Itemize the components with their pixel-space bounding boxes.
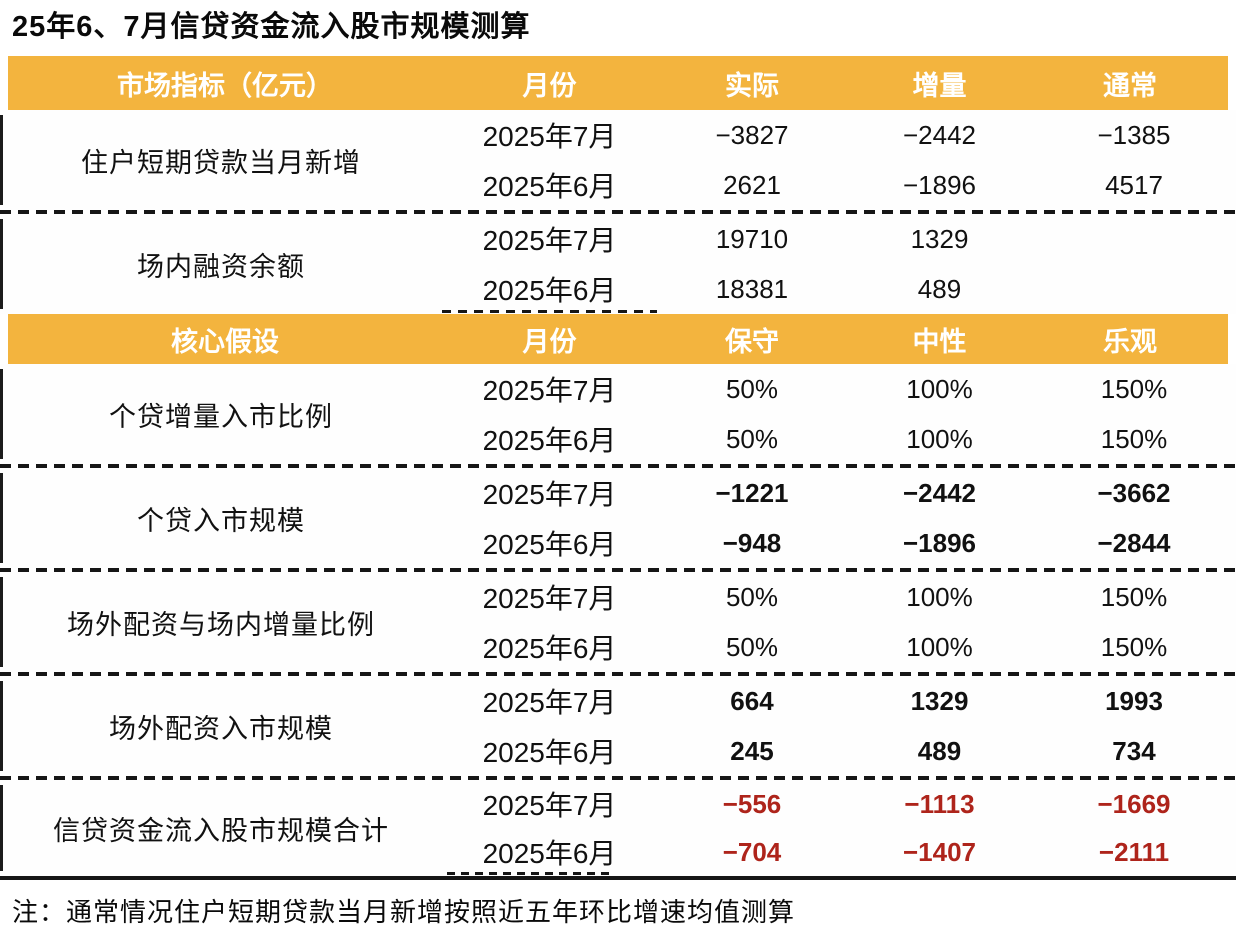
month-cell: 2025年6月: [482, 425, 617, 456]
value-cell: −2111: [1098, 836, 1170, 867]
month-cell: 2025年6月: [482, 737, 617, 768]
value-cell: 489: [917, 273, 962, 304]
section-credit-inflow-total: 信贷资金流入股市规模合计 2025年7月 −556 −1113 −1669 20…: [0, 780, 1236, 876]
month-cell: 2025年6月: [482, 171, 617, 202]
column-header-core-assumption: 核心假设: [171, 326, 279, 357]
value-cell: 18381: [715, 273, 789, 304]
indicator-label: 住户短期贷款当月新增: [81, 147, 361, 178]
value-cell: 489: [917, 735, 962, 766]
dashed-divider: [0, 210, 1236, 214]
section-otc-allocation-scale: 场外配资入市规模 2025年7月 664 1329 1993 2025年6月 2…: [0, 676, 1236, 776]
column-header-market-indicator: 市场指标（亿元）: [117, 70, 333, 101]
month-cell: 2025年7月: [482, 479, 617, 510]
value-cell: 150%: [1100, 581, 1168, 612]
month-cell: 2025年6月: [482, 275, 617, 306]
column-header-month: 月份: [522, 70, 577, 101]
section-personal-loan-entry-scale: 个贷入市规模 2025年7月 −1221 −2442 −3662 2025年6月…: [0, 468, 1236, 568]
market-indicators-header-row: 市场指标（亿元） 月份 实际 增量 通常: [8, 56, 1228, 110]
page-title: 25年6、7月信贷资金流入股市规模测算: [12, 11, 531, 43]
value-cell: −1896: [902, 527, 977, 558]
column-header-neutral: 中性: [912, 326, 967, 357]
value-cell: 50%: [725, 373, 779, 404]
column-header-actual: 实际: [725, 70, 779, 101]
value-cell: 1329: [910, 685, 969, 716]
month-cell: 2025年6月: [482, 838, 617, 869]
value-cell: −1113: [904, 788, 975, 819]
value-cell: −3827: [715, 119, 789, 150]
footnote: 注：通常情况住户短期贷款当月新增按照近五年环比增速均值测算: [12, 897, 796, 927]
value-cell: 100%: [906, 631, 973, 662]
month-cell: 2025年7月: [482, 790, 617, 821]
month-cell: 2025年6月: [482, 529, 617, 560]
indicator-label: 场外配资入市规模: [109, 713, 333, 744]
section-margin-balance: 场内融资余额 2025年7月 19710 1329 2025年6月 18381 …: [0, 214, 1236, 314]
dashed-divider: [0, 568, 1236, 572]
section-personal-loan-entry-ratio: 个贷增量入市比例 2025年7月 50% 100% 150% 2025年6月 5…: [0, 364, 1236, 464]
value-cell: 2621: [723, 169, 781, 200]
dashed-divider: [0, 672, 1236, 676]
value-cell: −1407: [902, 836, 977, 867]
value-cell: 100%: [906, 423, 973, 454]
value-cell: 664: [730, 685, 774, 716]
value-cell: −2844: [1097, 527, 1171, 558]
column-header-usual: 通常: [1103, 70, 1157, 101]
dashed-divider: [0, 776, 1236, 780]
month-cell: 2025年7月: [482, 225, 617, 256]
indicator-label: 场外配资与场内增量比例: [67, 609, 375, 640]
month-cell: 2025年7月: [482, 121, 617, 152]
value-cell: 150%: [1100, 373, 1168, 404]
value-cell: −3662: [1097, 477, 1171, 508]
month-cell: 2025年7月: [482, 687, 617, 718]
column-header-conservative: 保守: [725, 326, 779, 357]
section-otc-allocation-ratio: 场外配资与场内增量比例 2025年7月 50% 100% 150% 2025年6…: [0, 572, 1236, 672]
core-assumptions-header-row: 核心假设 月份 保守 中性 乐观: [8, 310, 1228, 364]
value-cell: 734: [1112, 735, 1156, 766]
value-cell: 245: [730, 735, 774, 766]
value-cell: 50%: [725, 631, 779, 662]
value-cell: 100%: [906, 581, 973, 612]
column-header-month: 月份: [522, 326, 577, 357]
month-cell: 2025年6月: [482, 633, 617, 664]
value-cell: −1221: [715, 477, 789, 508]
value-cell: 150%: [1100, 423, 1168, 454]
value-cell: 150%: [1100, 631, 1168, 662]
value-cell: −1896: [902, 169, 977, 200]
value-cell: −2442: [902, 477, 977, 508]
value-cell: 50%: [725, 423, 779, 454]
value-cell: −1385: [1097, 119, 1171, 150]
month-cell: 2025年7月: [482, 583, 617, 614]
value-cell: 100%: [906, 373, 973, 404]
value-cell: 1329: [910, 223, 969, 254]
value-cell: −948: [722, 527, 782, 558]
table-bottom-border: [0, 872, 1236, 880]
value-cell: −1669: [1097, 788, 1171, 819]
value-cell: 19710: [715, 223, 789, 254]
value-cell: 50%: [725, 581, 779, 612]
indicator-label: 个贷入市规模: [137, 505, 305, 536]
value-cell: 4517: [1105, 169, 1163, 200]
indicator-label: 个贷增量入市比例: [109, 401, 333, 432]
column-header-increment: 增量: [912, 70, 967, 101]
dashed-divider: [0, 464, 1236, 468]
indicator-label: 场内融资余额: [137, 251, 305, 282]
value-cell: −556: [722, 788, 782, 819]
value-cell: −704: [722, 836, 782, 867]
indicator-label: 信贷资金流入股市规模合计: [53, 815, 389, 846]
month-cell: 2025年7月: [482, 375, 617, 406]
column-header-optimistic: 乐观: [1103, 326, 1157, 357]
value-cell: −2442: [902, 119, 977, 150]
value-cell: 1993: [1105, 685, 1163, 716]
section-household-short-loans: 住户短期贷款当月新增 2025年7月 −3827 −2442 −1385 202…: [0, 110, 1236, 210]
